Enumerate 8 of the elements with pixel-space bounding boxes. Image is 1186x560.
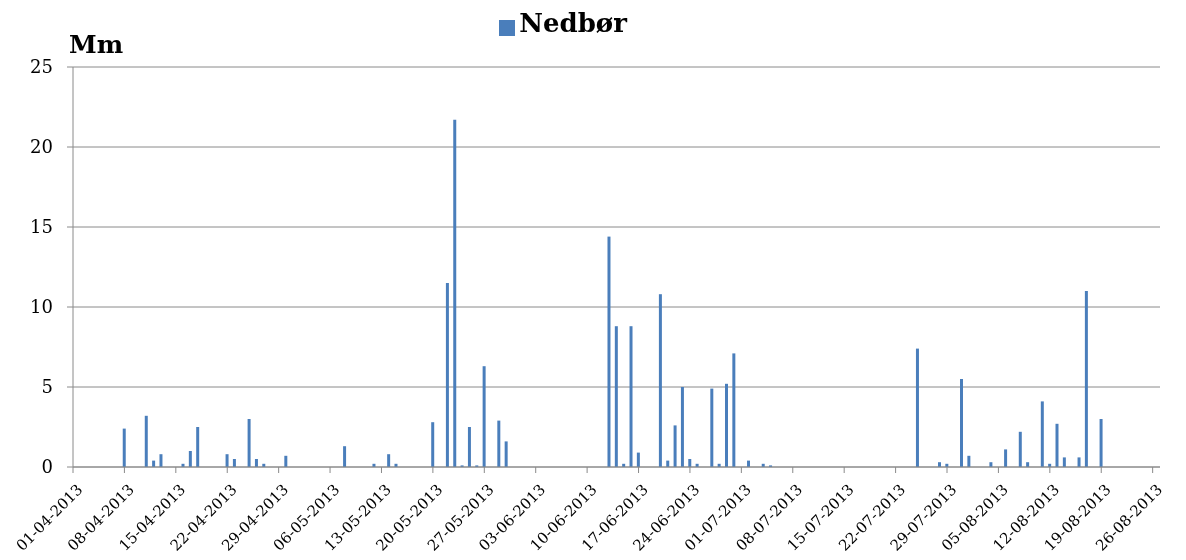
y-axis-title: Mm xyxy=(69,30,124,59)
y-tick-label: 25 xyxy=(30,56,53,78)
y-tick-label: 10 xyxy=(30,296,53,318)
y-tick-label: 15 xyxy=(30,216,53,238)
legend-label: Nedbør xyxy=(519,8,627,38)
y-tick-label: 5 xyxy=(41,376,53,398)
y-tick-label: 0 xyxy=(41,456,53,478)
y-tick-label: 20 xyxy=(30,136,53,158)
